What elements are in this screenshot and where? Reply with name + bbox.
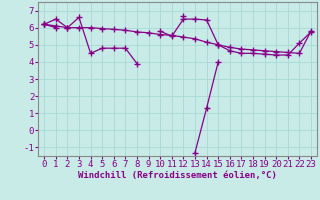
X-axis label: Windchill (Refroidissement éolien,°C): Windchill (Refroidissement éolien,°C) [78, 171, 277, 180]
